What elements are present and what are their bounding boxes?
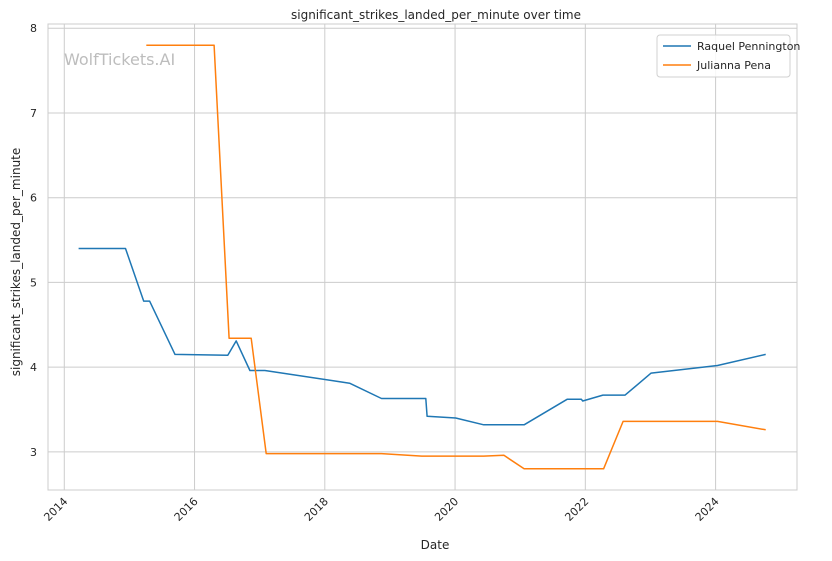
series-line-raquel-pennington [78, 247, 766, 426]
y-tick-label: 4 [30, 361, 37, 374]
legend-label-julianna-pena: Julianna Pena [696, 59, 771, 72]
y-tick-label: 7 [30, 107, 37, 120]
y-axis-ticks: 3 4 5 6 7 8 [30, 22, 37, 459]
grid [48, 24, 797, 490]
x-tick-label: 2014 [41, 495, 70, 524]
x-tick-label: 2016 [172, 495, 201, 524]
x-tick-label: 2018 [302, 495, 331, 524]
series-layer [78, 44, 766, 470]
legend-label-raquel-pennington: Raquel Pennington [697, 40, 800, 53]
x-tick-label: 2022 [562, 495, 591, 524]
x-axis-ticks: 2014 2016 2018 2020 2022 2024 [41, 495, 721, 524]
watermark-logo: WolfTickets.AI [64, 50, 175, 69]
series-line-julianna-pena [146, 44, 766, 470]
chart-title: significant_strikes_landed_per_minute ov… [291, 8, 581, 22]
y-tick-label: 8 [30, 22, 37, 35]
plot-area [47, 23, 798, 491]
y-tick-label: 6 [30, 192, 37, 205]
y-tick-label: 5 [30, 276, 37, 289]
x-axis-label: Date [421, 538, 450, 552]
y-axis-label: significant_strikes_landed_per_minute [9, 148, 23, 377]
y-tick-label: 3 [30, 446, 37, 459]
x-tick-label: 2020 [432, 495, 461, 524]
x-tick-label: 2024 [693, 495, 722, 524]
legend: Raquel Pennington Julianna Pena [656, 34, 800, 78]
